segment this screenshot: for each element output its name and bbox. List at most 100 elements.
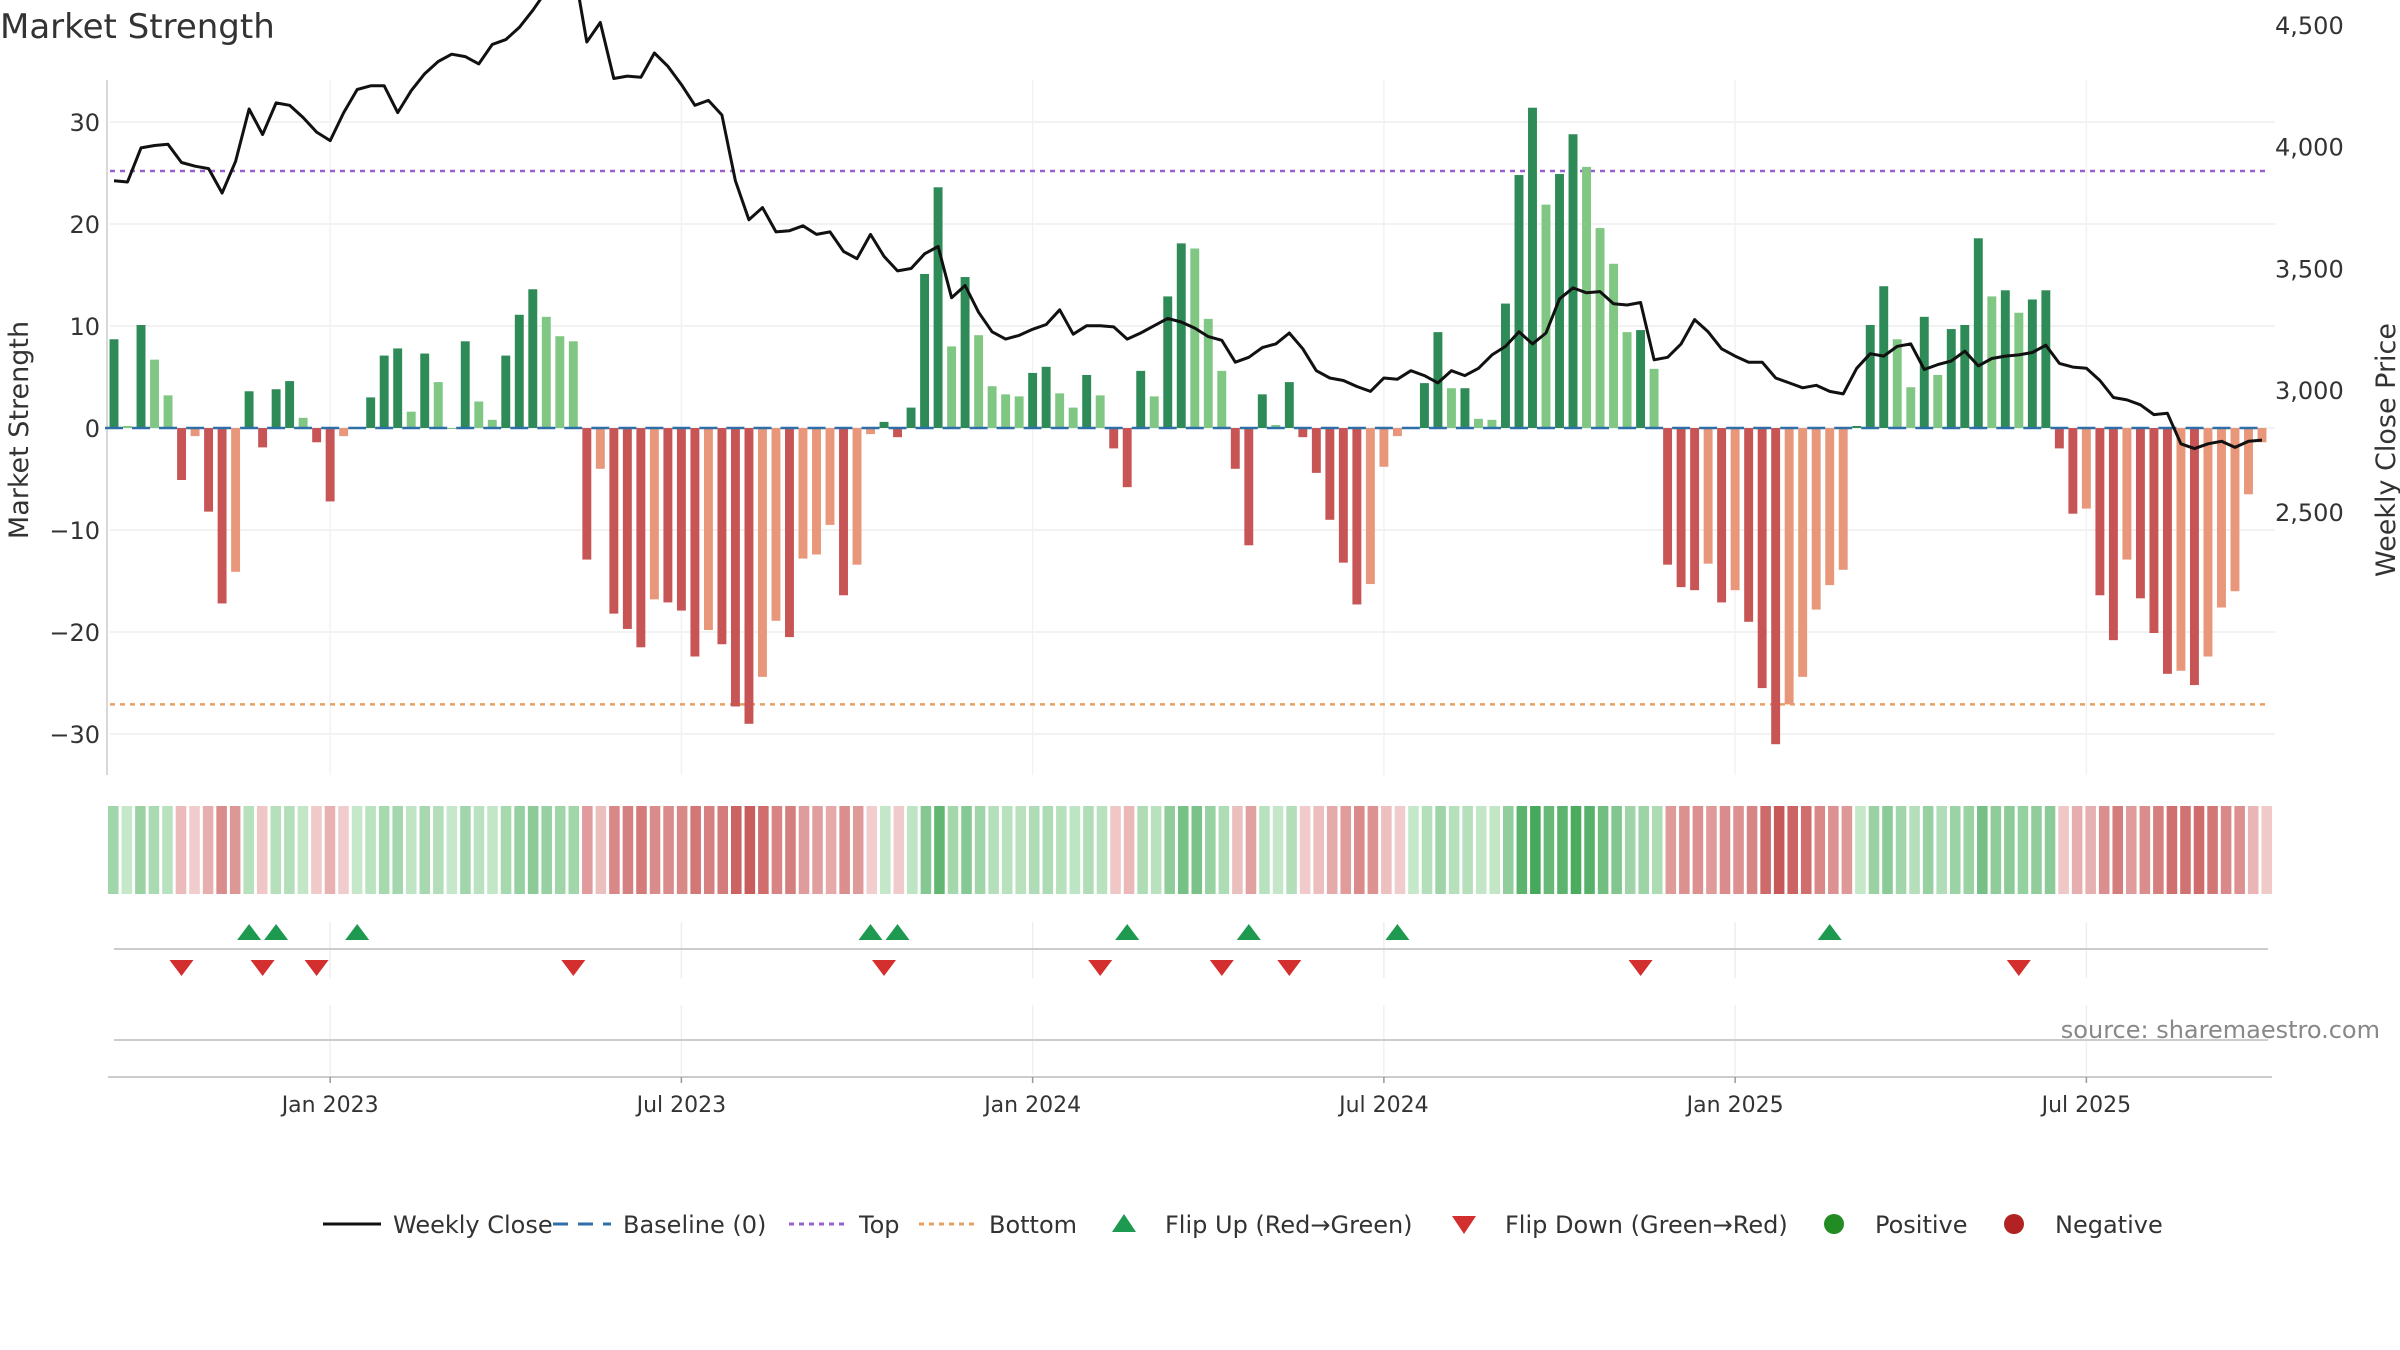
flip-up-marker [1236, 924, 1261, 940]
strength-bar [528, 289, 538, 428]
heat-cell [1299, 806, 1311, 894]
heat-cell [731, 806, 742, 894]
strength-bar [771, 428, 781, 621]
strength-bar [2081, 428, 2091, 509]
heat-cell [121, 806, 133, 894]
strength-bar [420, 353, 430, 428]
strength-bar [1217, 370, 1227, 428]
strength-bar [1501, 303, 1510, 428]
heat-cell [1326, 806, 1338, 894]
heat-cell [1177, 806, 1189, 894]
heat-cell [1543, 806, 1555, 894]
strength-bar [893, 428, 903, 438]
heat-cell [920, 806, 932, 894]
heat-cell [1936, 806, 1947, 894]
heat-cell [297, 806, 309, 894]
strength-bar [974, 335, 984, 428]
heat-cell [1719, 806, 1731, 894]
weekly-close-polyline [113, 0, 2263, 451]
heat-cell [378, 806, 390, 894]
strength-bar [1717, 428, 1727, 603]
heat-cell [1597, 806, 1609, 894]
heat-cell [1462, 806, 1473, 894]
strength-heat-strip [108, 806, 2273, 894]
strength-bar [1190, 248, 1200, 428]
strength-bar [1757, 428, 1767, 689]
y-tick-label-left: 30 [69, 109, 100, 137]
heat-cell [1651, 806, 1663, 894]
legend-label: Flip Down (Green→Red) [1505, 1211, 1788, 1239]
heat-cell [1083, 806, 1094, 894]
strength-bar [785, 428, 794, 638]
y-tick-label-left: 0 [85, 415, 100, 443]
heat-cell [1394, 806, 1406, 894]
strength-bar [690, 428, 700, 657]
heat-cell [189, 806, 200, 894]
heat-cell [202, 806, 214, 894]
strength-bar [1257, 394, 1267, 428]
legend-item: Bottom [919, 1211, 1077, 1239]
strength-bar [2000, 290, 2010, 428]
strength-bar [1906, 387, 1916, 428]
heat-cell [1855, 806, 1866, 894]
legend-label: Flip Up (Red→Green) [1165, 1211, 1413, 1239]
strength-bar [1014, 396, 1024, 428]
heat-cell [1828, 806, 1839, 894]
flip-up-marker [1385, 924, 1410, 940]
heat-cell [866, 806, 878, 894]
strength-bar [501, 355, 511, 428]
strength-bar [1676, 428, 1686, 588]
legend-item: Baseline (0) [553, 1211, 766, 1239]
heat-cell [324, 806, 336, 894]
heat-cell [1448, 806, 1460, 894]
strength-bar [136, 324, 146, 428]
strength-bar [1825, 428, 1835, 586]
strength-bar [1271, 424, 1281, 428]
strength-bar [460, 341, 470, 428]
heat-cell [1990, 806, 2002, 894]
heat-cell [907, 806, 918, 894]
strength-bar [1987, 296, 1997, 428]
x-axis: Jan 2023 Jul 2023 Jan 2024 Jul 2024 Jan 2025… [108, 1076, 2272, 1118]
heat-cell [1773, 806, 1785, 894]
strength-bar [1703, 428, 1713, 564]
heat-cell [1015, 806, 1026, 894]
heat-cell [270, 806, 282, 894]
heat-cell [568, 806, 580, 894]
strength-bar [1730, 428, 1740, 591]
heat-cell [1056, 806, 1067, 894]
strength-bar [906, 407, 916, 428]
heat-cell [2004, 806, 2015, 894]
strength-bar [757, 428, 767, 677]
heat-cell [2207, 806, 2218, 894]
legend-label: Weekly Close [393, 1211, 553, 1239]
heat-cell [1624, 806, 1636, 894]
heat-cell [1123, 806, 1135, 894]
heat-cell [148, 806, 160, 894]
heat-cell [1069, 806, 1081, 894]
strength-bar [582, 428, 592, 560]
heat-cell [622, 806, 634, 894]
heat-cell [2126, 806, 2137, 894]
heat-cell [1205, 806, 1216, 894]
strength-bar [312, 428, 322, 443]
heat-cell [771, 806, 783, 894]
empty-bottom-panel [114, 1005, 2268, 1075]
flip-up-marker [1115, 924, 1140, 940]
strength-bar [366, 397, 376, 428]
heat-cell [405, 806, 417, 894]
strength-bar [825, 428, 835, 525]
heat-cell [1787, 806, 1798, 894]
heat-cell [1110, 806, 1121, 894]
heat-cell [1354, 806, 1365, 894]
strength-bar [487, 419, 497, 428]
x-tick-label: Jul 2023 [635, 1093, 727, 1118]
strength-bar [1852, 425, 1862, 428]
heat-cell [2193, 806, 2205, 894]
strength-bar [1082, 374, 1092, 428]
heat-cell [338, 806, 349, 894]
strength-bar [555, 336, 565, 428]
heat-cell [1800, 806, 1812, 894]
legend-dot-icon [2004, 1214, 2024, 1234]
strength-bar [595, 428, 605, 469]
